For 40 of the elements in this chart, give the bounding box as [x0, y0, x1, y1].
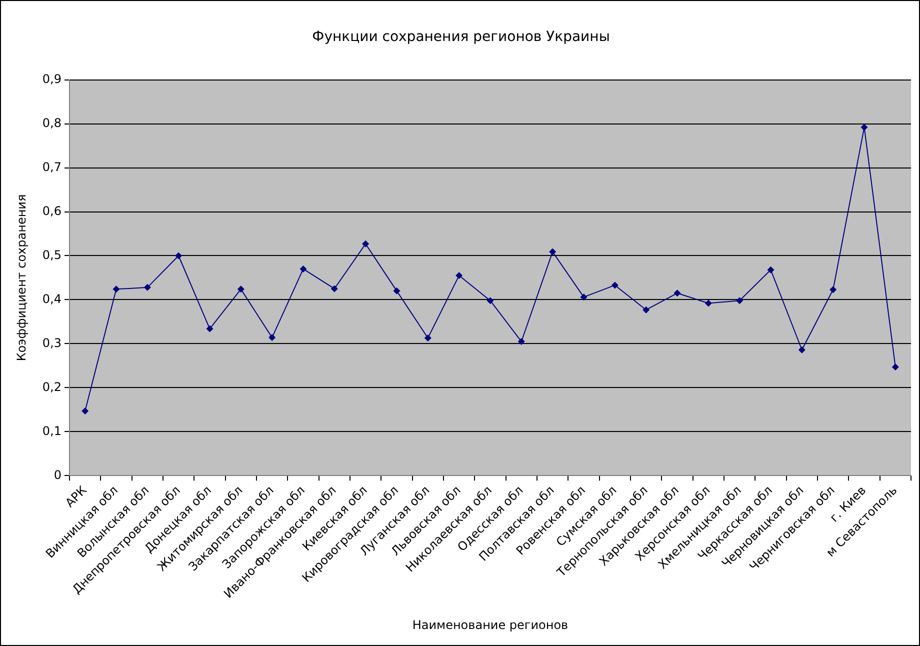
point [268, 334, 276, 342]
point [112, 286, 120, 293]
point [362, 240, 370, 248]
point [674, 290, 681, 297]
point [798, 346, 806, 354]
y-tick-label: 0,5 [42, 248, 62, 262]
point [767, 266, 774, 274]
chart-title: Функции сохранения регионов Украины [312, 29, 610, 46]
point [580, 294, 588, 301]
point [642, 306, 650, 314]
point [486, 297, 494, 304]
point [330, 285, 338, 292]
point [518, 338, 525, 346]
y-tick-label: 0,7 [42, 160, 62, 174]
y-tick-label: 0,1 [42, 424, 62, 438]
point [860, 124, 868, 131]
point [237, 286, 244, 293]
point [206, 325, 214, 332]
point [82, 408, 89, 415]
y-tick-label: 0,3 [42, 336, 62, 350]
point [424, 334, 432, 342]
point [393, 287, 400, 294]
y-tick-label: 0 [54, 468, 62, 482]
y-tick-label: 0,6 [42, 204, 62, 218]
point [611, 282, 618, 289]
y-tick-label: 0,4 [42, 292, 62, 306]
y-tick-label: 0,9 [42, 72, 62, 86]
point [736, 297, 744, 304]
point [144, 284, 151, 291]
point [704, 300, 712, 307]
x-axis-title: Наименование регионов [412, 618, 568, 632]
point [892, 364, 899, 371]
y-tick-label: 0,2 [42, 380, 62, 394]
point [549, 248, 556, 256]
point [456, 272, 463, 280]
point [830, 286, 837, 294]
point [175, 252, 182, 260]
y-axis-title: Коэффициент сохранения [14, 194, 28, 362]
point [300, 265, 307, 272]
y-tick-label: 0,8 [42, 116, 62, 130]
